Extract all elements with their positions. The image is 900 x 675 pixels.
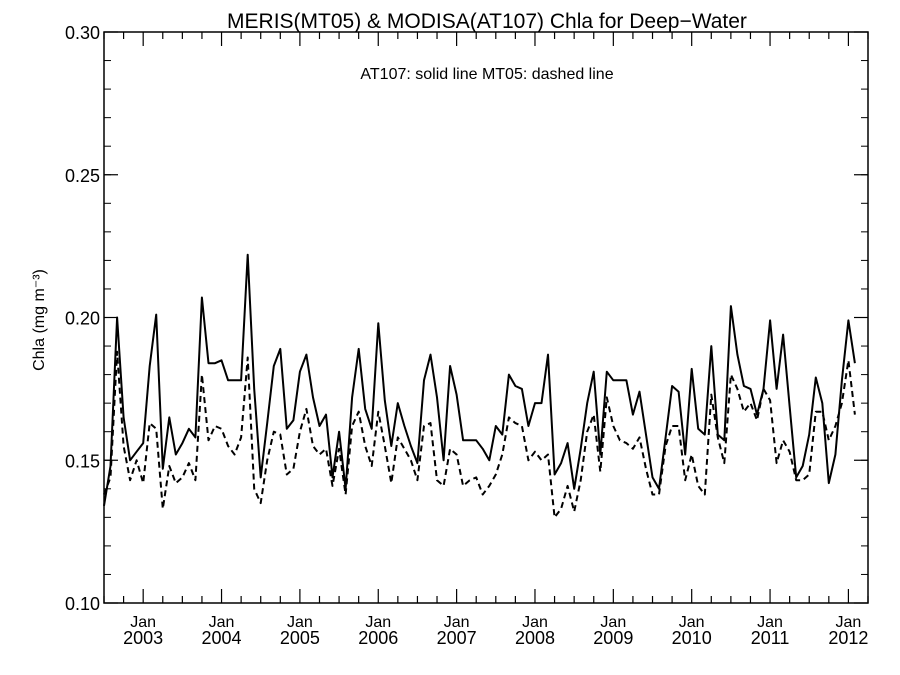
x-tick-year-label: 2005 <box>280 628 320 648</box>
x-tick-month-label: Jan <box>365 614 391 631</box>
x-tick-year-label: 2007 <box>437 628 477 648</box>
y-tick-label: 0.10 <box>65 594 100 614</box>
x-tick-year-label: 2004 <box>202 628 242 648</box>
x-tick-year-label: 2009 <box>593 628 633 648</box>
x-tick-year-label: 2012 <box>828 628 868 648</box>
series-line-mt05 <box>103 350 856 519</box>
axis-tick-labels: 0.100.150.200.250.30Jan2003Jan2004Jan200… <box>65 23 868 648</box>
x-tick-year-label: 2010 <box>672 628 712 648</box>
x-tick-month-label: Jan <box>522 614 548 631</box>
y-tick-label: 0.20 <box>65 309 100 329</box>
x-tick-month-label: Jan <box>600 614 626 631</box>
x-tick-year-label: 2003 <box>123 628 163 648</box>
x-tick-month-label: Jan <box>679 614 705 631</box>
y-tick-label: 0.30 <box>65 23 100 43</box>
x-tick-month-label: Jan <box>444 614 470 631</box>
y-axis-label: Chla (mg m⁻³) <box>31 269 48 371</box>
x-tick-month-label: Jan <box>209 614 235 631</box>
chart-title: MERIS(MT05) & MODISA(AT107) Chla for Dee… <box>227 10 747 33</box>
plot-frame <box>103 31 869 604</box>
x-tick-month-label: Jan <box>836 614 862 631</box>
x-tick-month-label: Jan <box>757 614 783 631</box>
x-tick-year-label: 2011 <box>751 628 790 648</box>
y-tick-label: 0.15 <box>65 451 100 471</box>
x-tick-month-label: Jan <box>130 614 156 631</box>
x-tick-year-label: 2008 <box>515 628 555 648</box>
chart-annotation: AT107: solid line MT05: dashed line <box>360 66 613 83</box>
series-line-at107 <box>103 253 856 507</box>
series-layer <box>103 253 856 519</box>
x-tick-month-label: Jan <box>287 614 313 631</box>
x-tick-year-label: 2006 <box>358 628 398 648</box>
y-tick-label: 0.25 <box>65 166 100 186</box>
axis-ticks <box>103 31 869 604</box>
